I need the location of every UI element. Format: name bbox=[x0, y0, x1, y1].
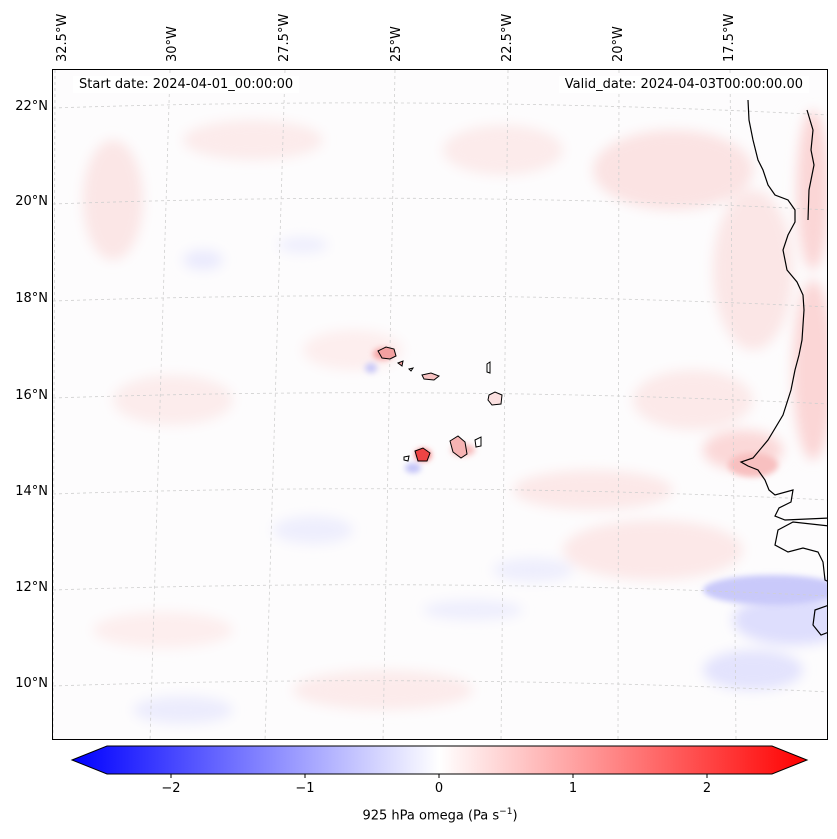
valid-date-label: Valid_date: 2024-04-03T00:00:00.00 bbox=[558, 76, 809, 93]
graticule bbox=[53, 70, 827, 739]
colorbar-ticks bbox=[170, 774, 708, 778]
map-canvas: Start date: 2024-04-01_00:00:00 Valid_da… bbox=[53, 70, 827, 739]
colorbar bbox=[70, 745, 809, 778]
lon-label-30w: 30°W bbox=[165, 26, 180, 62]
colorbar-tick-2: 2 bbox=[702, 781, 712, 796]
colorbar-tick-neg2: −2 bbox=[161, 781, 181, 796]
lon-label-17-5w: 17.5°W bbox=[722, 13, 737, 62]
lon-label-27-5w: 27.5°W bbox=[277, 13, 292, 62]
lat-label-10n: 10°N bbox=[15, 676, 48, 691]
colorbar-tick-neg1: −1 bbox=[295, 781, 315, 796]
map-panel[interactable]: Start date: 2024-04-01_00:00:00 Valid_da… bbox=[52, 69, 828, 740]
colorbar-tick-0: 0 bbox=[434, 781, 444, 796]
omega-field bbox=[83, 110, 827, 724]
lat-label-18n: 18°N bbox=[15, 291, 48, 306]
start-date-label: Start date: 2024-04-01_00:00:00 bbox=[73, 76, 300, 93]
lat-label-22n: 22°N bbox=[15, 99, 48, 114]
mauritania-coast-inlet bbox=[806, 109, 815, 221]
colorbar-title: 925 hPa omega (Pa s−1) bbox=[362, 807, 518, 824]
cape-verde-islands bbox=[377, 346, 503, 462]
lat-label-16n: 16°N bbox=[15, 388, 48, 403]
lat-label-20n: 20°N bbox=[15, 194, 48, 209]
lon-label-32-5w: 32.5°W bbox=[55, 13, 70, 62]
lon-label-22-5w: 22.5°W bbox=[500, 13, 515, 62]
colorbar-tick-1: 1 bbox=[568, 781, 578, 796]
lon-label-25w: 25°W bbox=[389, 26, 404, 62]
lat-label-14n: 14°N bbox=[15, 484, 48, 499]
west-africa-coastline bbox=[739, 99, 827, 636]
lat-label-12n: 12°N bbox=[15, 580, 48, 595]
lon-label-20w: 20°W bbox=[611, 26, 626, 62]
colorbar-gradient bbox=[70, 745, 809, 775]
